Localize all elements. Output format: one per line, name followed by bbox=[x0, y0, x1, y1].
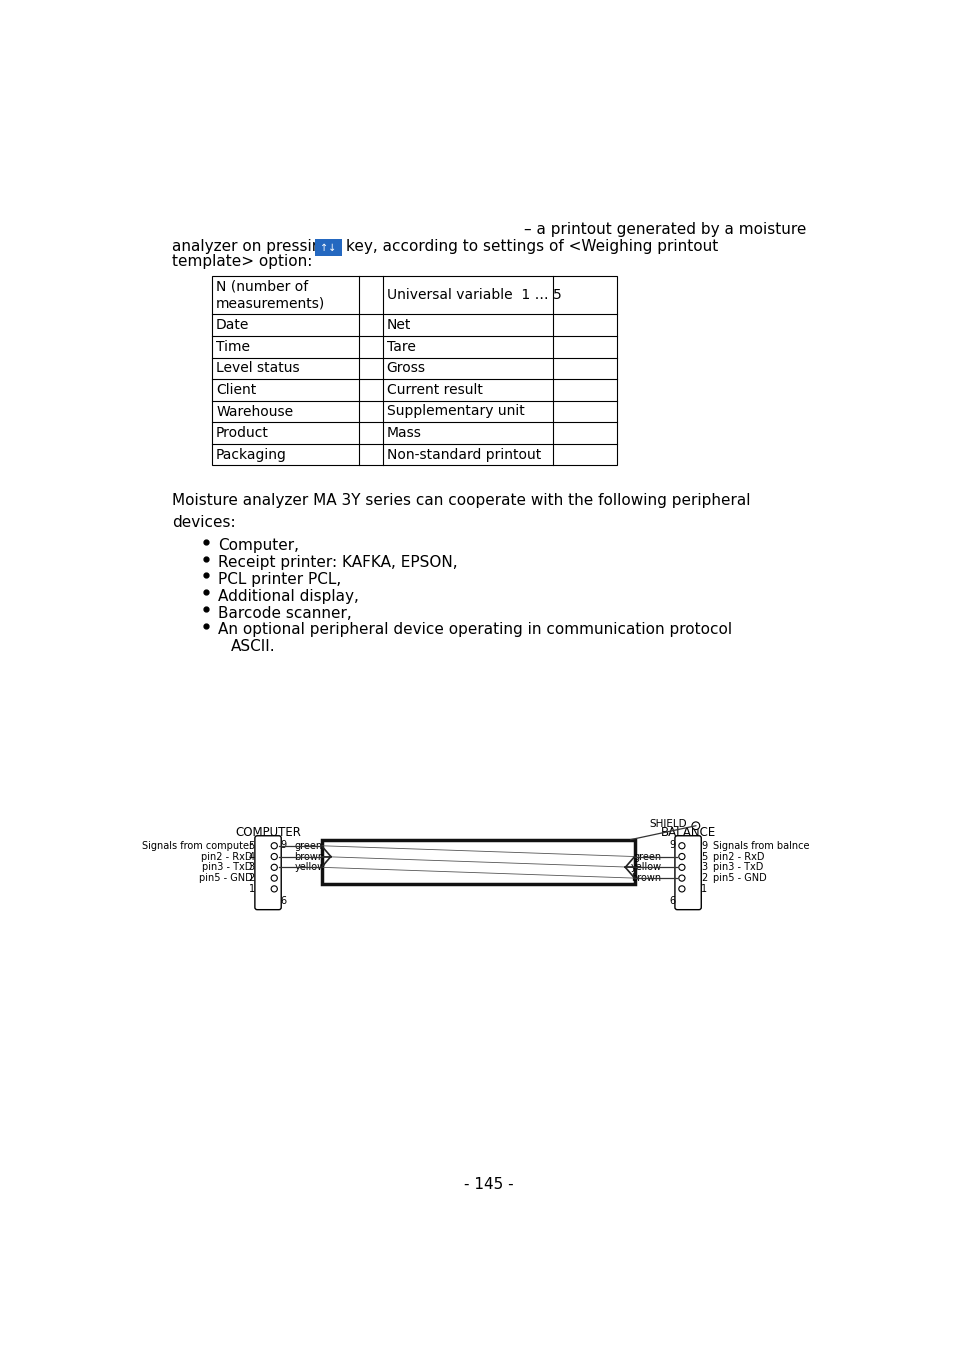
Bar bbox=[321, 840, 634, 884]
Circle shape bbox=[679, 875, 684, 882]
Text: Gross: Gross bbox=[386, 362, 425, 375]
Circle shape bbox=[271, 875, 277, 882]
Text: 1: 1 bbox=[700, 884, 707, 894]
Text: Moisture analyzer MA 3Y series can cooperate with the following peripheral
devic: Moisture analyzer MA 3Y series can coope… bbox=[172, 493, 750, 529]
Text: Net: Net bbox=[386, 319, 411, 332]
Text: Universal variable  1 … 5: Universal variable 1 … 5 bbox=[386, 288, 560, 302]
Text: pin3 - TxD: pin3 - TxD bbox=[712, 863, 762, 872]
Circle shape bbox=[679, 864, 684, 871]
Text: Warehouse: Warehouse bbox=[216, 405, 293, 418]
Text: 6: 6 bbox=[280, 896, 286, 906]
Text: Additional display,: Additional display, bbox=[218, 589, 359, 603]
Text: 6: 6 bbox=[669, 896, 675, 906]
Text: 3: 3 bbox=[249, 863, 254, 872]
Text: 2: 2 bbox=[249, 873, 254, 883]
Circle shape bbox=[679, 842, 684, 849]
Text: 4: 4 bbox=[249, 852, 254, 861]
Circle shape bbox=[271, 853, 277, 860]
Text: Date: Date bbox=[216, 319, 250, 332]
Circle shape bbox=[271, 864, 277, 871]
Text: Supplementary unit: Supplementary unit bbox=[386, 405, 524, 418]
Text: – a printout generated by a moisture: – a printout generated by a moisture bbox=[523, 221, 805, 238]
Text: Signals from balnce: Signals from balnce bbox=[712, 841, 808, 850]
Text: Current result: Current result bbox=[386, 383, 482, 397]
Text: Mass: Mass bbox=[386, 427, 421, 440]
Text: Tare: Tare bbox=[386, 340, 416, 354]
Text: An optional peripheral device operating in communication protocol: An optional peripheral device operating … bbox=[218, 622, 732, 637]
Circle shape bbox=[691, 822, 699, 830]
Text: 5: 5 bbox=[700, 852, 707, 861]
Text: template> option:: template> option: bbox=[172, 254, 312, 270]
Text: SHIELD: SHIELD bbox=[648, 819, 686, 829]
Text: green: green bbox=[633, 852, 661, 861]
Circle shape bbox=[679, 886, 684, 892]
Text: ↑↓: ↑↓ bbox=[320, 243, 336, 252]
FancyBboxPatch shape bbox=[315, 239, 341, 256]
Text: Client: Client bbox=[216, 383, 256, 397]
Text: Product: Product bbox=[216, 427, 269, 440]
FancyBboxPatch shape bbox=[674, 836, 700, 910]
Circle shape bbox=[271, 842, 277, 849]
Text: - 145 -: - 145 - bbox=[463, 1177, 514, 1192]
FancyBboxPatch shape bbox=[254, 836, 281, 910]
Circle shape bbox=[271, 886, 277, 892]
Text: Level status: Level status bbox=[216, 362, 299, 375]
Text: Barcode scanner,: Barcode scanner, bbox=[218, 606, 352, 621]
Text: Signals from computer: Signals from computer bbox=[141, 841, 253, 850]
Text: COMPUTER: COMPUTER bbox=[234, 826, 301, 838]
Text: pin2 - RxD: pin2 - RxD bbox=[712, 852, 763, 861]
Text: 5: 5 bbox=[249, 841, 254, 850]
Text: ASCII.: ASCII. bbox=[231, 640, 275, 655]
Text: Packaging: Packaging bbox=[216, 448, 287, 462]
Text: Receipt printer: KAFKA, EPSON,: Receipt printer: KAFKA, EPSON, bbox=[218, 555, 457, 570]
Text: N (number of
measurements): N (number of measurements) bbox=[216, 279, 325, 310]
Text: yellow: yellow bbox=[294, 863, 325, 872]
Text: 2: 2 bbox=[700, 873, 707, 883]
Text: 1: 1 bbox=[249, 884, 254, 894]
Text: BALANCE: BALANCE bbox=[659, 826, 715, 838]
Text: 9: 9 bbox=[280, 840, 286, 849]
Text: pin2 - RxD: pin2 - RxD bbox=[201, 852, 253, 861]
Text: Time: Time bbox=[216, 340, 250, 354]
Text: analyzer on pressing: analyzer on pressing bbox=[172, 239, 331, 254]
Text: brown: brown bbox=[631, 873, 661, 883]
Text: PCL printer PCL,: PCL printer PCL, bbox=[218, 571, 341, 587]
Text: green: green bbox=[294, 841, 322, 850]
Text: Non-standard printout: Non-standard printout bbox=[386, 448, 540, 462]
Text: Computer,: Computer, bbox=[218, 537, 299, 552]
Text: 9: 9 bbox=[700, 841, 707, 850]
Text: key, according to settings of <Weighing printout: key, according to settings of <Weighing … bbox=[346, 239, 718, 254]
Text: pin5 - GND: pin5 - GND bbox=[198, 873, 253, 883]
Circle shape bbox=[679, 853, 684, 860]
Text: pin5 - GND: pin5 - GND bbox=[712, 873, 766, 883]
Bar bbox=[212, 275, 617, 466]
Text: 9: 9 bbox=[669, 840, 675, 849]
Text: brown: brown bbox=[294, 852, 324, 861]
Text: yellow: yellow bbox=[630, 863, 661, 872]
Text: 3: 3 bbox=[700, 863, 707, 872]
Text: pin3 - TxD: pin3 - TxD bbox=[202, 863, 253, 872]
